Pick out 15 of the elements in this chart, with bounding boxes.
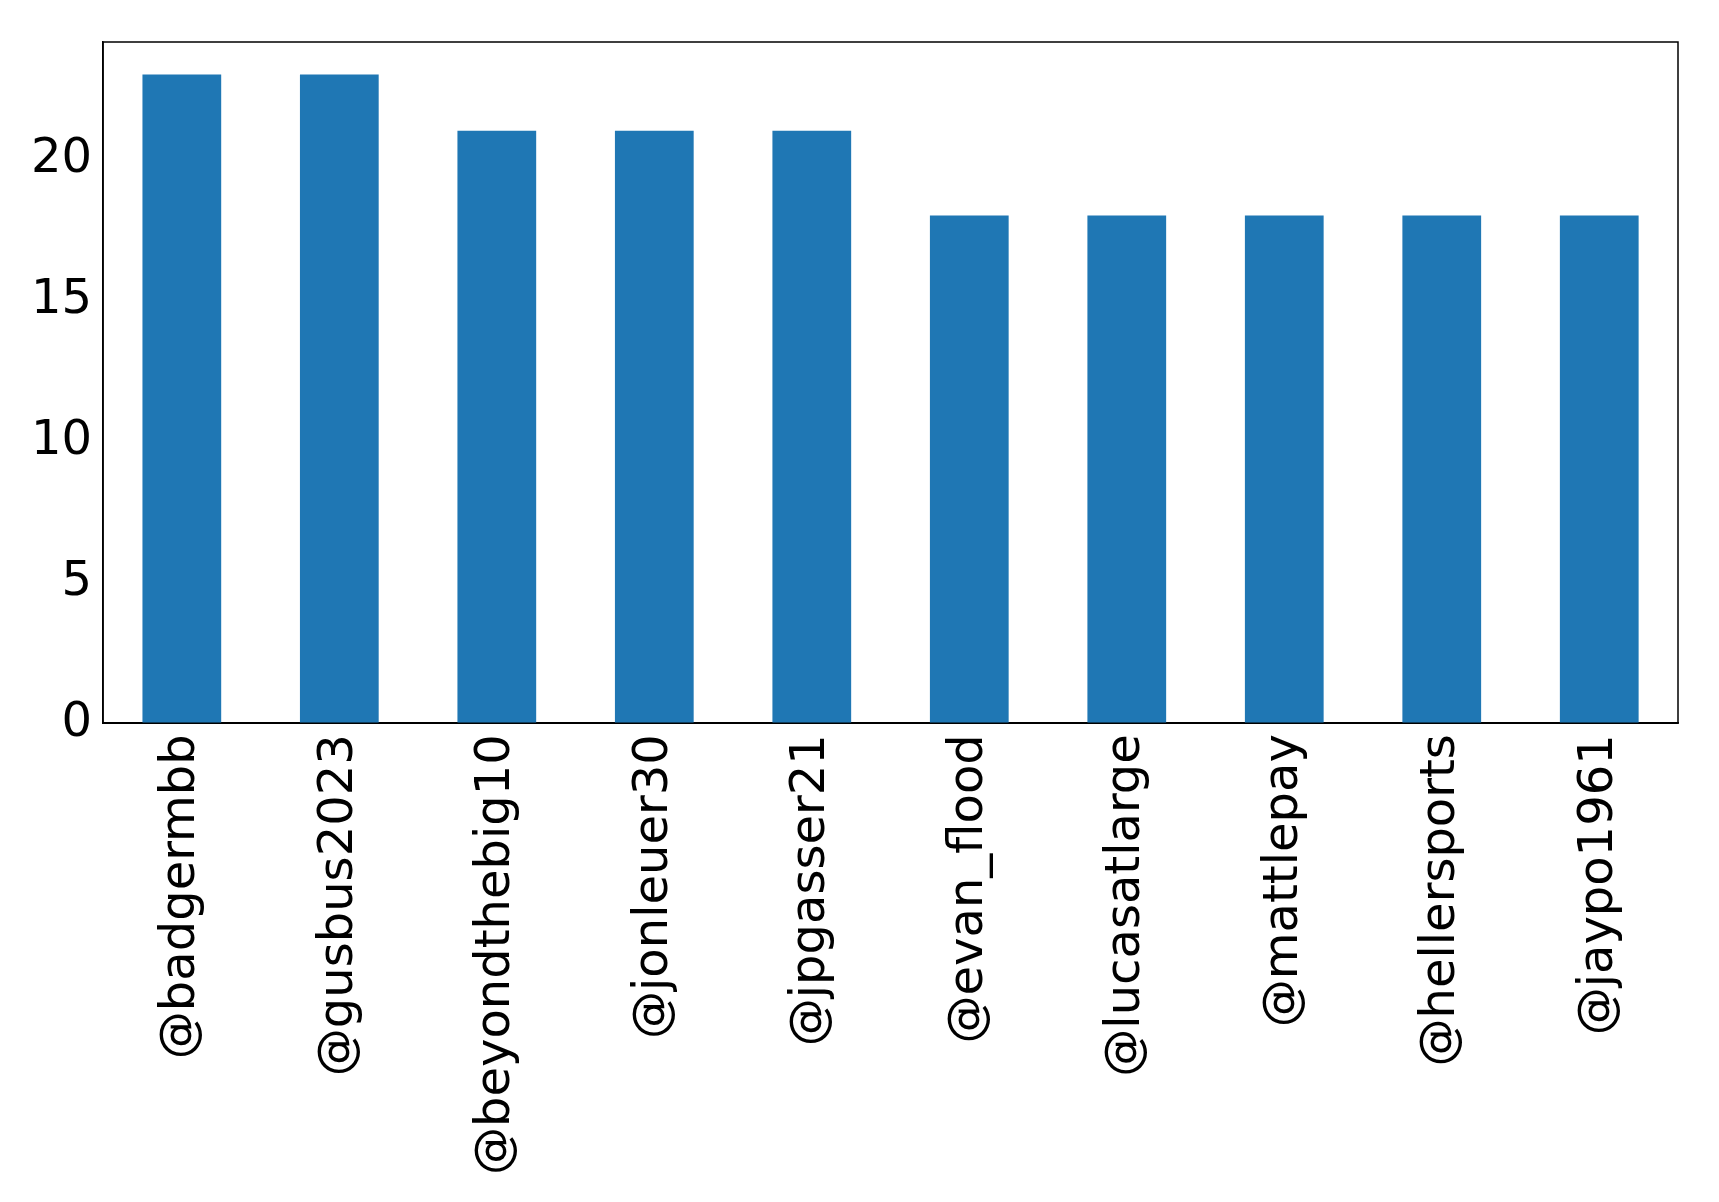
- y-tick-label: 5: [61, 549, 93, 606]
- x-tick-label: @jpgasser21: [779, 734, 836, 1047]
- x-tick-label: @evan_flood: [936, 734, 993, 1044]
- x-tick-label: @gusbus2023: [306, 734, 363, 1077]
- x-tick-label: @jaypo1961: [1566, 734, 1623, 1036]
- x-tick-label: @badgermbb: [149, 734, 206, 1060]
- x-tick-label: @jonleuer30: [621, 734, 678, 1039]
- y-tick-label: 10: [31, 408, 93, 465]
- y-tick-label: 15: [31, 267, 93, 324]
- y-tick-label: 0: [61, 690, 93, 747]
- x-tick-label: @beyondthebig10: [464, 734, 521, 1176]
- x-tick-label: @mattlepay: [1251, 734, 1308, 1028]
- x-tick-label: @hellersports: [1409, 734, 1466, 1067]
- y-tick-label: 20: [31, 126, 93, 183]
- x-tick-label: @lucasatlarge: [1094, 734, 1151, 1077]
